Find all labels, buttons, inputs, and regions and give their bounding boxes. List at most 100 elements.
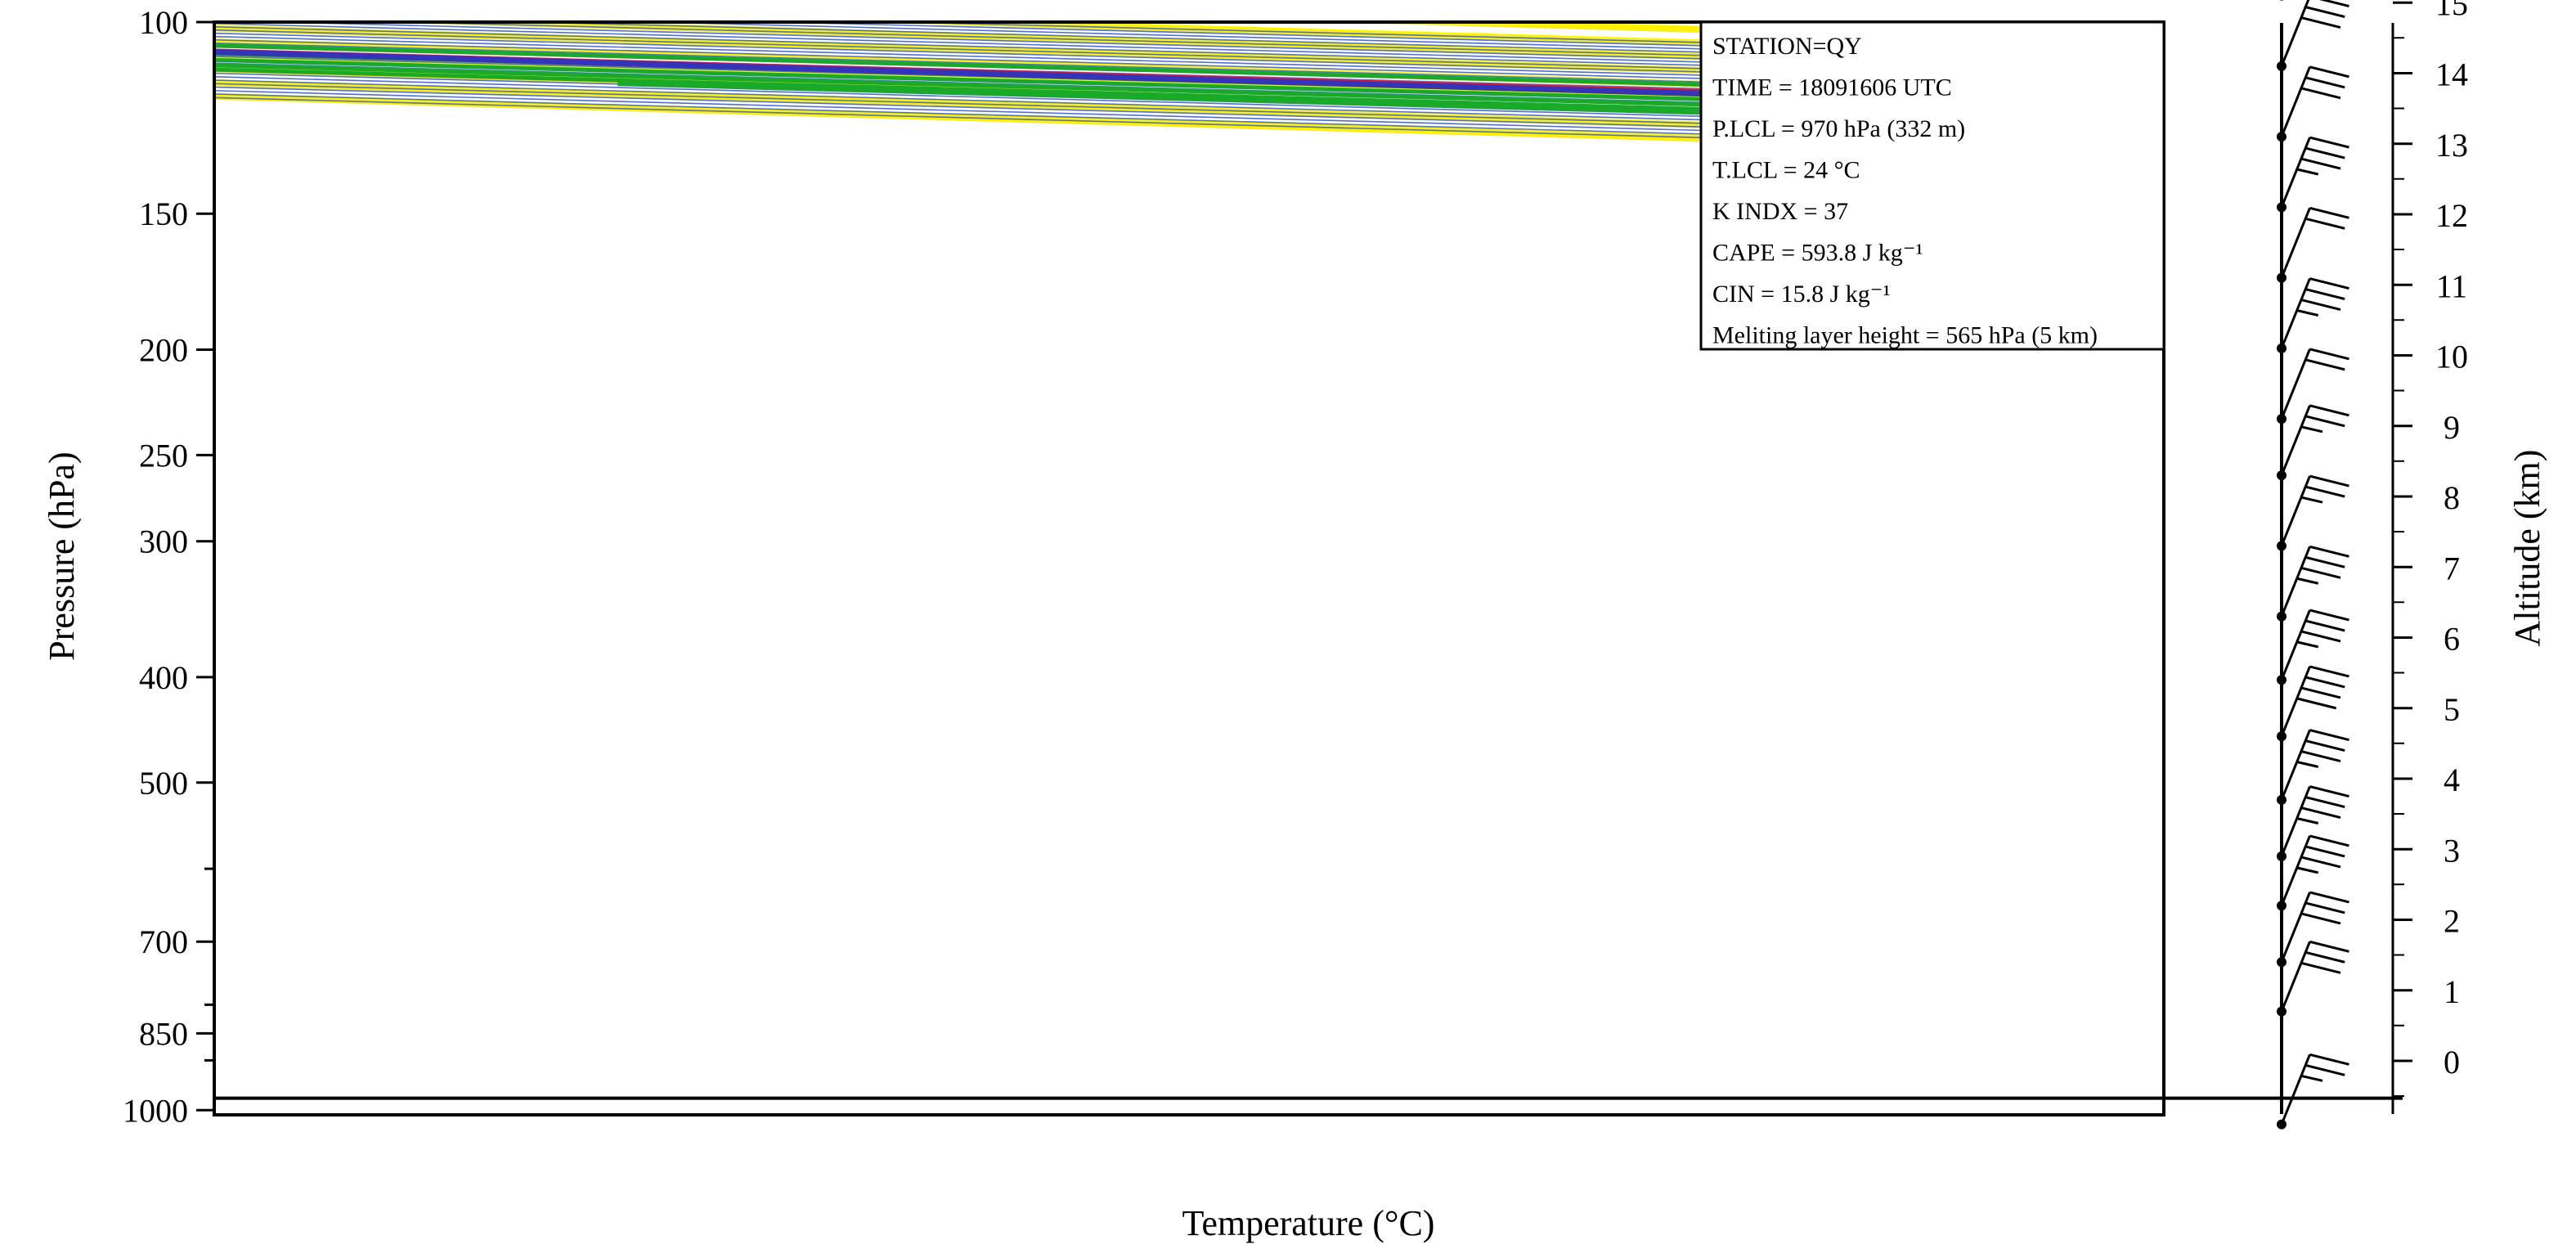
wind-barb	[2277, 67, 2349, 142]
wind-barb-flag	[2305, 952, 2345, 962]
wind-barb	[2277, 0, 2349, 71]
wind-barb-half-flag	[2297, 762, 2318, 767]
y-axis-title: Pressure (hPa)	[42, 452, 82, 660]
wind-barb-flag	[2309, 730, 2349, 740]
wind-barb-half-flag	[2301, 497, 2322, 502]
info-line: STATION=QY	[1712, 33, 1862, 60]
plot-area	[0, 12, 2576, 1115]
dry-adiabat	[405, 22, 2576, 1115]
wind-barb-flag	[2309, 667, 2349, 676]
wind-barb-flag	[2305, 416, 2345, 426]
wind-barb-flag	[2305, 621, 2345, 631]
pressure-tick-label: 300	[139, 523, 188, 560]
pressure-tick-label: 150	[139, 195, 188, 232]
altitude-tick-label: 10	[2435, 339, 2468, 375]
info-line: T.LCL = 24 °C	[1712, 157, 1860, 184]
wind-barb-flag	[2309, 476, 2349, 486]
altitude-tick-label: 9	[2444, 409, 2460, 446]
dry-adiabat	[0, 22, 2576, 1115]
isotherm-band	[0, 22, 2576, 1115]
info-line: TIME = 18091606 UTC	[1712, 74, 1952, 101]
wind-barb-half-flag	[2297, 169, 2318, 174]
altitude-tick-label: 11	[2436, 267, 2468, 304]
wind-barb-flag	[2309, 349, 2349, 359]
wind-barb-flag	[2301, 18, 2340, 28]
dry-adiabat	[0, 22, 2576, 1115]
wind-barb-flag	[2301, 159, 2340, 168]
wind-barb-half-flag	[2297, 311, 2318, 316]
dry-adiabat	[530, 22, 2576, 1115]
moist-adiabat	[0, 12, 2576, 1115]
wind-barb	[2277, 787, 2349, 861]
wind-barb-flag	[2305, 218, 2345, 228]
info-line: Meliting layer height = 565 hPa (5 km)	[1712, 322, 2098, 349]
wind-barb-flag	[2309, 941, 2349, 951]
wind-barb-flag	[2309, 546, 2349, 556]
dry-adiabat	[0, 22, 2576, 1115]
info-line: P.LCL = 970 hPa (332 m)	[1712, 115, 1965, 142]
x-axis-title: Temperature (°C)	[1183, 1203, 1435, 1243]
dry-adiabats	[0, 22, 2576, 1115]
wind-barb-flag	[2309, 0, 2349, 7]
wind-barb	[2277, 279, 2349, 353]
wind-barb-flag	[2305, 557, 2345, 567]
wind-barb-flag	[2305, 797, 2345, 807]
info-line: K INDX = 37	[1712, 198, 1848, 225]
pressure-tick-label: 700	[139, 923, 188, 960]
wind-barb-flag	[2309, 67, 2349, 77]
wind-barb-flag	[2301, 857, 2340, 867]
dry-adiabat	[0, 22, 2576, 1115]
wind-barb	[2277, 941, 2349, 1016]
info-line: CAPE = 593.8 J kg⁻¹	[1712, 240, 1923, 267]
altitude-tick-label: 15	[2435, 0, 2468, 22]
wind-barb-half-flag	[2301, 1076, 2322, 1081]
moist-adiabats	[0, 12, 2576, 1115]
wind-barb	[2277, 406, 2349, 480]
wind-barb-flag	[2301, 808, 2340, 818]
wind-barb-staff	[2282, 0, 2309, 66]
wind-barb-flag	[2309, 208, 2349, 218]
wind-barb-half-flag	[2297, 578, 2318, 583]
wind-barb-flag	[2305, 78, 2345, 88]
dry-adiabat	[31, 22, 2576, 1115]
wind-barb	[2277, 0, 2349, 1]
isotherm-band	[359, 22, 2576, 1115]
wind-barb	[2277, 476, 2349, 550]
wind-barb-flag	[2301, 688, 2340, 698]
dry-adiabat	[155, 22, 2576, 1115]
info-line: CIN = 15.8 J kg⁻¹	[1712, 281, 1891, 308]
wind-barb-flag	[2309, 1054, 2349, 1064]
wind-barb-flag	[2301, 300, 2340, 310]
isotherm-band	[0, 22, 2576, 1115]
sounding-profiles	[0, 22, 2576, 1098]
moist-adiabat	[0, 12, 2576, 1115]
wind-barb-flag	[2301, 631, 2340, 641]
altitude-tick-label: 8	[2444, 479, 2460, 516]
pressure-tick-label: 850	[139, 1015, 188, 1052]
wind-barb-flag	[2301, 568, 2340, 577]
wind-barb-flag	[2301, 963, 2340, 973]
dry-adiabat	[654, 22, 2576, 1115]
isotherm-bands	[0, 22, 2576, 1115]
wind-barb	[2277, 137, 2349, 212]
wind-barb-flag	[2301, 752, 2340, 762]
wind-barb-flag	[2305, 7, 2345, 17]
dry-adiabat	[0, 22, 2576, 1115]
dry-adiabat	[0, 22, 2576, 1115]
moist-adiabat	[0, 12, 2576, 1115]
wind-barb-flag	[2305, 290, 2345, 299]
dry-adiabat	[0, 22, 2576, 1115]
wind-barb-flag	[2301, 914, 2340, 923]
wind-barb-flag	[2301, 88, 2340, 98]
dry-adiabat	[0, 22, 2576, 1115]
moist-adiabat	[0, 12, 2576, 1115]
altitude-tick-label: 2	[2444, 903, 2460, 940]
altitude-tick-label: 13	[2435, 127, 2468, 164]
sounding-profile	[0, 22, 2576, 1098]
wind-barb-flag	[2305, 741, 2345, 751]
wind-barb-flag	[2309, 137, 2349, 147]
altitude-tick-label: 5	[2444, 691, 2460, 728]
wind-barb	[2277, 208, 2349, 282]
isotherm-band	[0, 22, 2576, 1115]
pressure-tick-label: 250	[139, 437, 188, 474]
